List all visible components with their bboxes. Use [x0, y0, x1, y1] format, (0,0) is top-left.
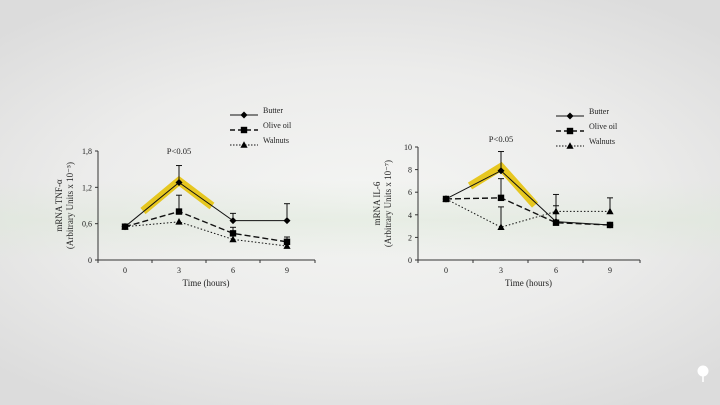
legend-item-butter: Butter [556, 107, 609, 120]
chart-2: 0 2 4 6 8 10 0 3 6 9 Time (hours) mRNA IL-6 (Arbitra… [372, 107, 641, 288]
square-marker [552, 219, 560, 226]
background-band [0, 180, 720, 260]
y-tick-label: 2 [408, 233, 412, 242]
y-tick-label: 6 [408, 188, 412, 197]
triangle-marker [497, 223, 505, 231]
x-axis-title: Time (hours) [505, 278, 552, 288]
square-marker [497, 194, 505, 202]
diamond-marker [283, 217, 291, 225]
significance-annotation: P<0.05 [167, 146, 191, 156]
y-axis-title-line1: mRNA IL-6 [372, 181, 382, 225]
legend-item-olive-oil: Olive oil [230, 121, 292, 134]
square-marker [175, 208, 183, 215]
series-line [124, 181, 287, 228]
y-tick-label: 0 [408, 256, 412, 265]
y-tick-label: 0,6 [82, 220, 92, 229]
legend-label: Butter [263, 106, 283, 115]
square-marker [606, 221, 614, 229]
legend-label: Butter [589, 107, 609, 116]
series-butter [442, 151, 614, 229]
y-axis-title-line2: (Arbitrary Units x 10⁻⁵) [65, 162, 75, 249]
triangle-marker [566, 142, 574, 149]
x-tick-label: 6 [554, 266, 558, 275]
legend-item-walnuts: Walnuts [230, 136, 289, 148]
y-axis-title-line1: mRNA TNF-α [54, 179, 64, 232]
diamond-marker [240, 111, 248, 119]
x-axis-title: Time (hours) [183, 278, 230, 288]
series-olive-oil [442, 178, 614, 229]
triangle-marker [240, 141, 248, 148]
y-axis-title-line2: (Arbitrary Units x 10⁻⁷) [383, 160, 393, 247]
series-line [124, 210, 288, 243]
diamond-marker [229, 217, 237, 225]
y-tick-label: 1,8 [82, 147, 92, 156]
square-marker [229, 230, 237, 237]
series-line [445, 197, 611, 226]
legend-label: Olive oil [263, 121, 292, 130]
triangle-marker [552, 207, 560, 215]
x-tick-label: 0 [123, 266, 127, 275]
diamond-marker [566, 112, 574, 120]
series-walnuts [442, 193, 614, 231]
square-marker [240, 126, 248, 134]
legend-label: Walnuts [589, 137, 615, 146]
chart-1: 0 0,6 1,2 1,8 0 3 6 9 Time (hours) mRNA TNF-α (Arb… [54, 106, 316, 288]
series-walnuts [121, 218, 291, 249]
x-tick-label: 9 [285, 266, 289, 275]
triangle-marker [283, 242, 291, 249]
legend-item-olive-oil: Olive oil [556, 122, 618, 135]
legend-label: Walnuts [263, 136, 289, 145]
series-line [445, 170, 611, 226]
y-tick-label: 0 [88, 256, 92, 265]
square-marker [283, 238, 291, 246]
triangle-marker [606, 207, 614, 215]
triangle-marker [229, 235, 237, 243]
highlight-stroke [140, 175, 215, 215]
triangle-marker [121, 222, 129, 230]
x-tick-label: 0 [444, 266, 448, 275]
y-tick-label: 8 [408, 166, 412, 175]
series-line [124, 221, 288, 247]
y-tick-label: 10 [404, 143, 412, 152]
legend-label: Olive oil [589, 122, 618, 131]
diamond-marker [175, 178, 183, 186]
legend-item-walnuts: Walnuts [556, 137, 615, 149]
x-tick-label: 3 [177, 266, 181, 275]
x-tick-label: 6 [231, 266, 235, 275]
diamond-marker [497, 167, 505, 175]
x-tick-label: 3 [499, 266, 503, 275]
y-tick-label: 1,2 [82, 183, 92, 192]
square-marker [566, 127, 574, 135]
triangle-marker [175, 218, 183, 225]
triangle-marker [442, 195, 450, 202]
lightbulb-icon [697, 365, 709, 382]
y-tick-label: 4 [408, 211, 412, 220]
legend-item-butter: Butter [230, 106, 283, 119]
x-tick-label: 9 [608, 266, 612, 275]
significance-annotation: P<0.05 [489, 134, 513, 144]
